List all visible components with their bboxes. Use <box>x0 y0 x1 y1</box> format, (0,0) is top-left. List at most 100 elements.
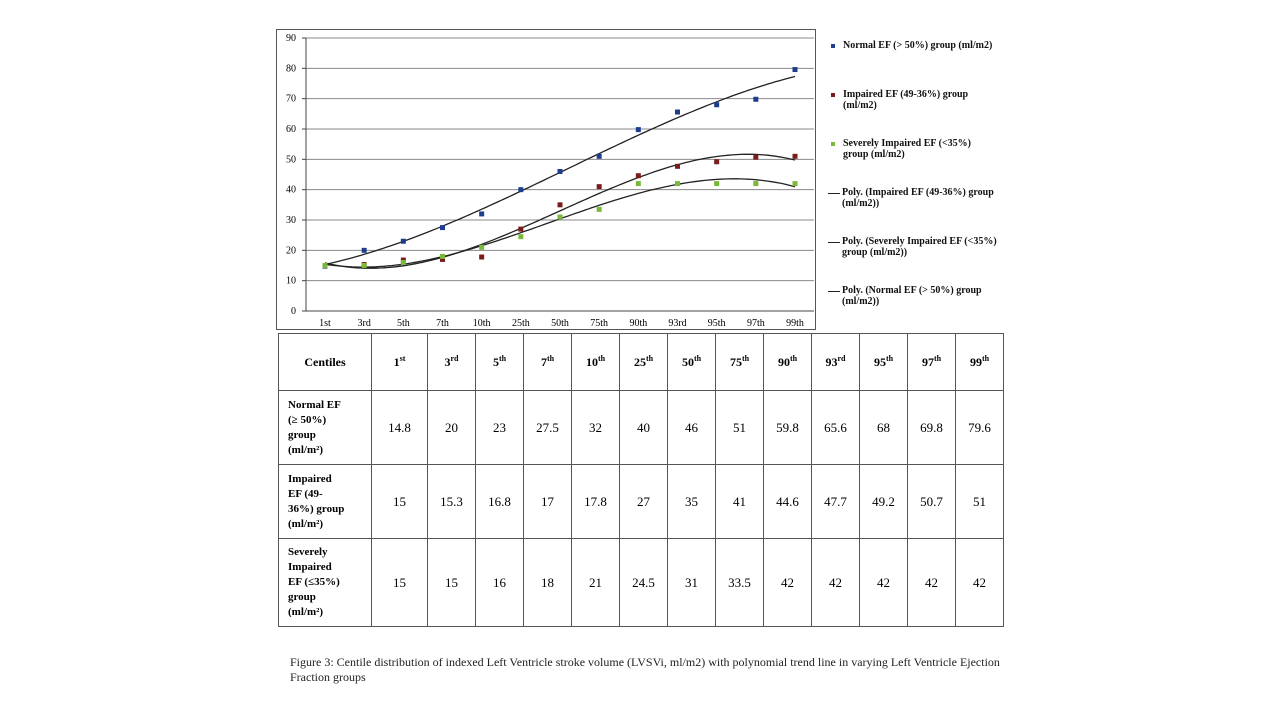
x-tick-label: 93rd <box>668 318 686 329</box>
column-header: 75th <box>715 333 764 391</box>
x-tick-label: 7th <box>436 318 449 329</box>
column-header: 10th <box>571 333 620 391</box>
table-cell: 46 <box>667 390 716 465</box>
table-cell: 47.7 <box>811 464 860 539</box>
x-tick-label: 75th <box>590 318 608 329</box>
table-row: Normal EF (≥ 50%) group (ml/m²) 14.8 20 23 27.5… <box>278 390 1004 465</box>
data-point <box>440 256 445 262</box>
data-point <box>518 187 524 193</box>
data-point <box>557 168 563 174</box>
legend-line-icon <box>828 193 840 194</box>
legend-item: Severely Impaired EF (<35%) group (ml/m2… <box>828 138 998 160</box>
table-cell: 35 <box>667 464 716 539</box>
data-point <box>714 102 720 108</box>
data-point <box>596 184 602 190</box>
table-cell: 16.8 <box>475 464 524 539</box>
y-tick-label: 0 <box>291 306 296 317</box>
scatter-chart: 0 10 20 30 40 50 60 70 80 90 1st 3rd 5th 7th 10th 25th 5… <box>286 33 814 329</box>
data-point <box>635 127 641 133</box>
centile-table: Centiles 1st 3rd 5th 7th 10th 25th 50th 75th 90th… <box>278 333 1004 627</box>
data-point <box>518 234 524 240</box>
table-cell: 27.5 <box>523 390 572 465</box>
data-point <box>596 206 602 212</box>
legend-line-icon <box>828 291 840 292</box>
data-point <box>400 238 406 244</box>
data-point <box>675 163 680 169</box>
x-tick-label: 97th <box>747 318 765 329</box>
table-cell: 42 <box>907 538 956 627</box>
y-tick-label: 80 <box>286 63 296 74</box>
x-tick-label: 50th <box>551 318 569 329</box>
legend-marker-icon <box>831 142 835 146</box>
table-cell: 14.8 <box>371 390 428 465</box>
y-tick-label: 60 <box>286 124 296 135</box>
x-tick-label: 5th <box>397 318 410 329</box>
table-cell: 44.6 <box>763 464 812 539</box>
data-point <box>400 259 406 265</box>
legend-item: Poly. (Normal EF (> 50%) group (ml/m2)) <box>828 285 998 307</box>
table-cell: 15 <box>427 538 476 627</box>
column-header: 93rd <box>811 333 860 391</box>
column-header: 50th <box>667 333 716 391</box>
data-point <box>479 211 485 217</box>
row-header: Impaired EF (49- 36%) group (ml/m²) <box>278 464 372 539</box>
column-header: 99th <box>955 333 1004 391</box>
legend-item: Normal EF (> 50%) group (ml/m2) <box>828 40 992 51</box>
column-header: 90th <box>763 333 812 391</box>
table-cell: 42 <box>859 538 908 627</box>
table-cell: 49.2 <box>859 464 908 539</box>
data-point <box>675 181 680 187</box>
data-point <box>714 159 720 165</box>
data-point <box>440 225 445 231</box>
table-cell: 51 <box>955 464 1004 539</box>
y-tick-label: 50 <box>286 154 296 165</box>
column-header: 25th <box>619 333 668 391</box>
table-row: Impaired EF (49- 36%) group (ml/m²) 15 15.3 16… <box>278 464 1004 539</box>
table-cell: 33.5 <box>715 538 764 627</box>
data-point <box>753 181 759 187</box>
table-cell: 51 <box>715 390 764 465</box>
table-cell: 17 <box>523 464 572 539</box>
table-cell: 17.8 <box>571 464 620 539</box>
column-header: 97th <box>907 333 956 391</box>
data-point <box>479 254 485 260</box>
column-header: 1st <box>371 333 428 391</box>
table-cell: 32 <box>571 390 620 465</box>
data-point <box>361 247 367 253</box>
column-header: 7th <box>523 333 572 391</box>
table-cell: 15 <box>371 538 428 627</box>
table-cell: 41 <box>715 464 764 539</box>
data-point <box>635 173 641 179</box>
legend-label: Poly. (Severely Impaired EF (<35%) group… <box>842 236 997 258</box>
chart-area: 0 10 20 30 40 50 60 70 80 90 1st 3rd 5th 7th 10th 25th 5… <box>276 29 816 330</box>
y-tick-label: 70 <box>286 94 296 105</box>
data-point <box>753 96 759 102</box>
y-tick-label: 90 <box>286 33 296 44</box>
table-cell: 18 <box>523 538 572 627</box>
table-cell: 31 <box>667 538 716 627</box>
legend-marker-icon <box>831 93 835 97</box>
table-cell: 15.3 <box>427 464 476 539</box>
row-header: Normal EF (≥ 50%) group (ml/m²) <box>278 390 372 465</box>
table-cell: 40 <box>619 390 668 465</box>
legend-item: Poly. (Impaired EF (49-36%) group (ml/m2… <box>828 187 998 209</box>
legend-label: Impaired EF (49-36%) group (ml/m2) <box>843 89 969 111</box>
data-point <box>792 67 798 73</box>
table-cell: 42 <box>811 538 860 627</box>
table-cell: 20 <box>427 390 476 465</box>
x-tick-label: 95th <box>708 318 726 329</box>
table-row: Severely Impaired EF (≤35%) group (ml/m²) 15 1… <box>278 538 1004 627</box>
table-cell: 27 <box>619 464 668 539</box>
data-point <box>792 153 798 159</box>
row-header: Severely Impaired EF (≤35%) group (ml/m²) <box>278 538 372 627</box>
x-tick-label: 1st <box>319 318 331 329</box>
table-header-row: Centiles 1st 3rd 5th 7th 10th 25th 50th 75th 90th… <box>278 333 1004 391</box>
data-point <box>753 154 759 160</box>
table-cell: 69.8 <box>907 390 956 465</box>
data-point <box>518 226 524 232</box>
legend-item: Poly. (Severely Impaired EF (<35%) group… <box>828 236 998 258</box>
trendline <box>324 178 796 268</box>
figure-caption: Figure 3: Centile distribution of indexe… <box>290 655 1000 684</box>
y-tick-label: 10 <box>286 276 296 287</box>
table-cell: 68 <box>859 390 908 465</box>
